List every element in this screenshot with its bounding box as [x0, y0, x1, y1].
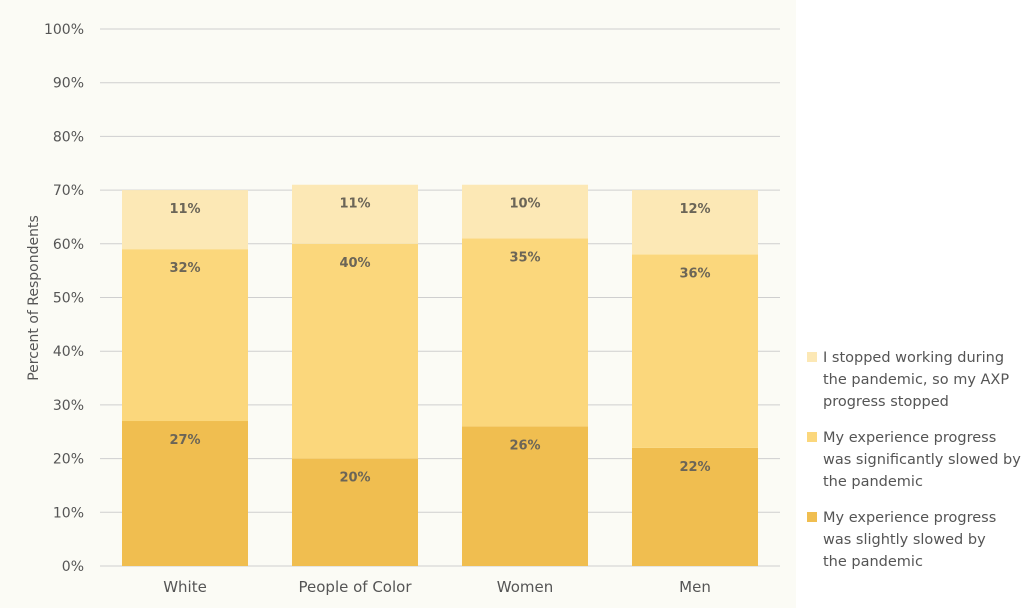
data-label: 11% [169, 202, 200, 217]
legend-line: I stopped working during [823, 350, 1005, 366]
legend-line: My experience progress [823, 510, 997, 526]
bar-segment [632, 254, 758, 448]
y-axis-ticks: 0% 10% 20% 30% 40% 50% 60% 70% 80% 90% 100% [44, 22, 84, 575]
x-category-label: White [163, 578, 207, 596]
bar-stack: 26% 35% 10% [462, 184, 588, 566]
x-category-label: Men [679, 578, 711, 596]
data-label: 35% [509, 250, 540, 265]
y-axis-label: Percent of Respondents [26, 215, 42, 381]
legend-line: progress stopped [823, 394, 949, 410]
bar-segment [632, 447, 758, 566]
legend-line: My experience progress [823, 430, 997, 446]
legend-line: the pandemic [823, 474, 923, 490]
bar-segment [292, 458, 418, 566]
data-label: 11% [339, 197, 370, 212]
y-tick-label: 90% [53, 76, 84, 92]
legend-line: was slightly slowed by [823, 532, 986, 548]
bar-segment [122, 190, 248, 250]
data-label: 32% [169, 261, 200, 276]
bar-stack: 22% 36% 12% [632, 190, 758, 566]
bar-segment [122, 421, 248, 566]
data-label: 12% [679, 202, 710, 217]
data-label: 20% [339, 471, 370, 486]
data-label: 22% [679, 460, 710, 475]
bar-segment [462, 238, 588, 427]
legend: I stopped working during the pandemic, s… [807, 347, 1022, 587]
legend-label: My experience progress was significantly… [823, 427, 1021, 493]
y-tick-label: 10% [53, 505, 84, 521]
bar-segment [122, 249, 248, 422]
bar-stack: 20% 40% 11% [292, 184, 418, 566]
legend-swatch [807, 432, 817, 442]
bar-segment [462, 426, 588, 566]
y-tick-label: 80% [53, 129, 84, 145]
bar-stack: 27% 32% 11% [122, 190, 248, 566]
legend-line: the pandemic, so my AXP [823, 372, 1010, 388]
legend-item-slightly: My experience progress was slightly slow… [807, 507, 1022, 573]
data-label: 36% [679, 267, 710, 282]
y-tick-label: 70% [53, 183, 84, 199]
y-tick-label: 30% [53, 398, 84, 414]
y-tick-label: 20% [53, 452, 84, 468]
legend-line: was significantly slowed by [823, 452, 1021, 468]
data-label: 27% [169, 433, 200, 448]
y-tick-label: 60% [53, 237, 84, 253]
bars: 27% 32% 11% 20% 40% 11% 26% 35% 10% 22% 36% 12% [122, 184, 758, 566]
x-category-label: Women [497, 578, 553, 596]
y-tick-label: 0% [62, 559, 84, 575]
y-tick-label: 40% [53, 344, 84, 360]
legend-label: I stopped working during the pandemic, s… [823, 347, 1009, 413]
x-axis-categories: White People of Color Women Men [163, 578, 711, 596]
bar-segment [632, 190, 758, 255]
legend-label: My experience progress was slightly slow… [823, 507, 996, 573]
x-category-label: People of Color [299, 578, 413, 596]
y-tick-label: 100% [44, 22, 84, 38]
y-tick-label: 50% [53, 291, 84, 307]
legend-swatch [807, 352, 817, 362]
legend-line: the pandemic [823, 554, 923, 570]
legend-item-significantly: My experience progress was significantly… [807, 427, 1022, 493]
data-label: 10% [509, 197, 540, 212]
data-label: 26% [509, 438, 540, 453]
legend-swatch [807, 512, 817, 522]
legend-item-stopped: I stopped working during the pandemic, s… [807, 347, 1022, 413]
bar-segment [292, 184, 418, 244]
bar-segment [292, 243, 418, 459]
data-label: 40% [339, 256, 370, 271]
bar-segment [462, 184, 588, 239]
